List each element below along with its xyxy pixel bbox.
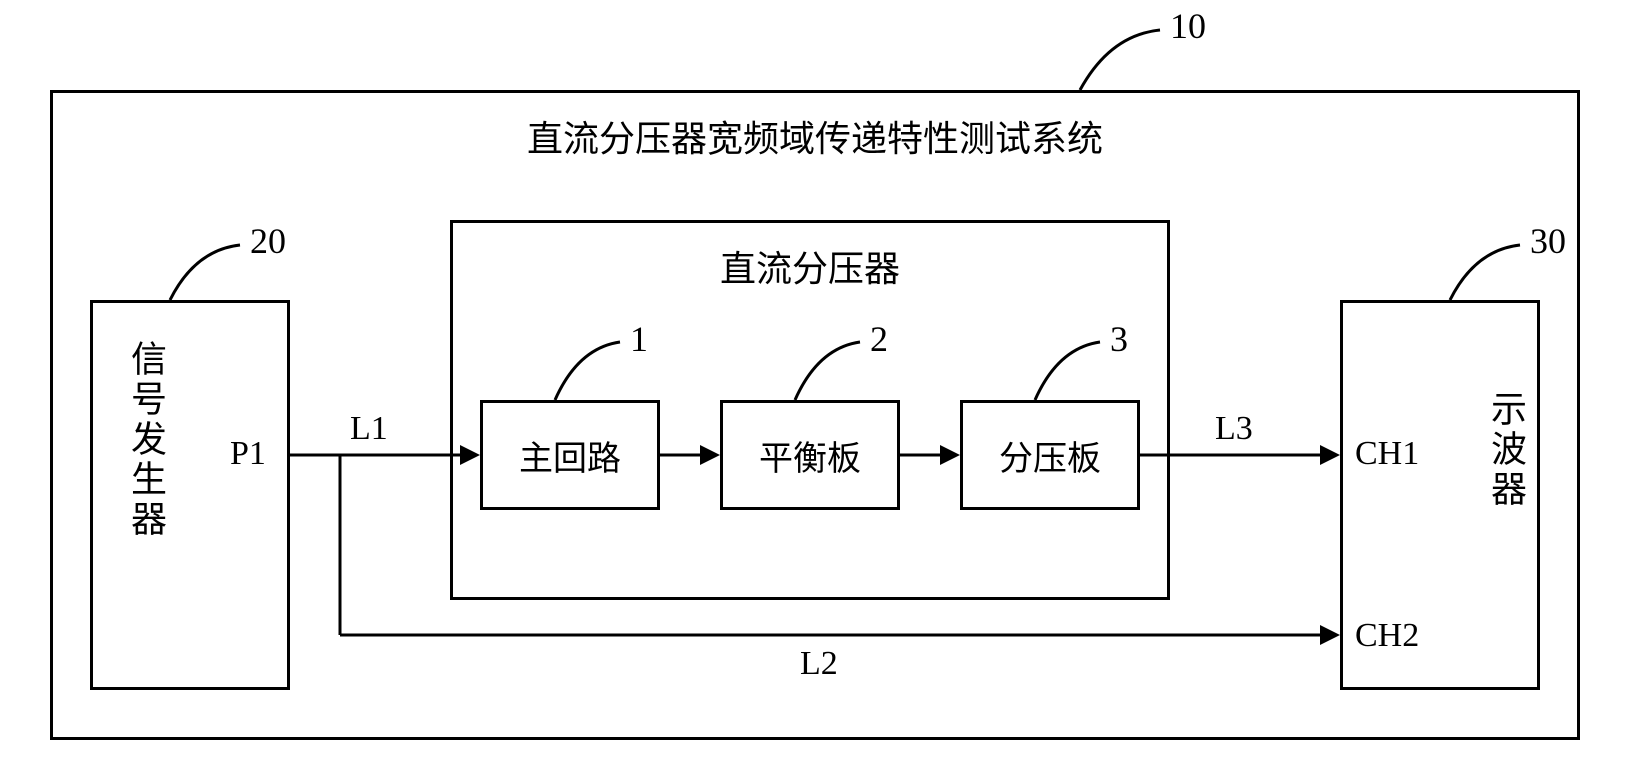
wire-l3-label: L3 (1215, 410, 1253, 448)
block-main-loop: 主回路 (480, 400, 660, 510)
callout-2: 2 (870, 318, 888, 360)
callout-20: 20 (250, 220, 286, 262)
oscilloscope-label: 示波器 (1480, 390, 1532, 590)
wire-l2-label: L2 (800, 645, 838, 683)
wire-l1-label: L1 (350, 410, 388, 448)
ch1-label: CH1 (1355, 435, 1419, 473)
callout-30: 30 (1530, 220, 1566, 262)
ch2-label: CH2 (1355, 617, 1419, 655)
divider-title: 直流分压器 (450, 240, 1170, 292)
block-divider-board: 分压板 (960, 400, 1140, 510)
diagram-root: 直流分压器宽频域传递特性测试系统 10 信号发生器 P1 20 示波器 CH1 … (50, 90, 1580, 740)
block-main-loop-label: 主回路 (519, 431, 621, 480)
block-balance-board-label: 平衡板 (759, 431, 861, 480)
port-p1-label: P1 (230, 435, 266, 473)
outer-title: 直流分压器宽频域传递特性测试系统 (50, 110, 1580, 162)
block-balance-board: 平衡板 (720, 400, 900, 510)
callout-1: 1 (630, 318, 648, 360)
signal-generator-label: 信号发生器 (120, 340, 172, 660)
callout-10: 10 (1170, 5, 1206, 47)
callout-3: 3 (1110, 318, 1128, 360)
block-divider-board-label: 分压板 (999, 431, 1101, 480)
